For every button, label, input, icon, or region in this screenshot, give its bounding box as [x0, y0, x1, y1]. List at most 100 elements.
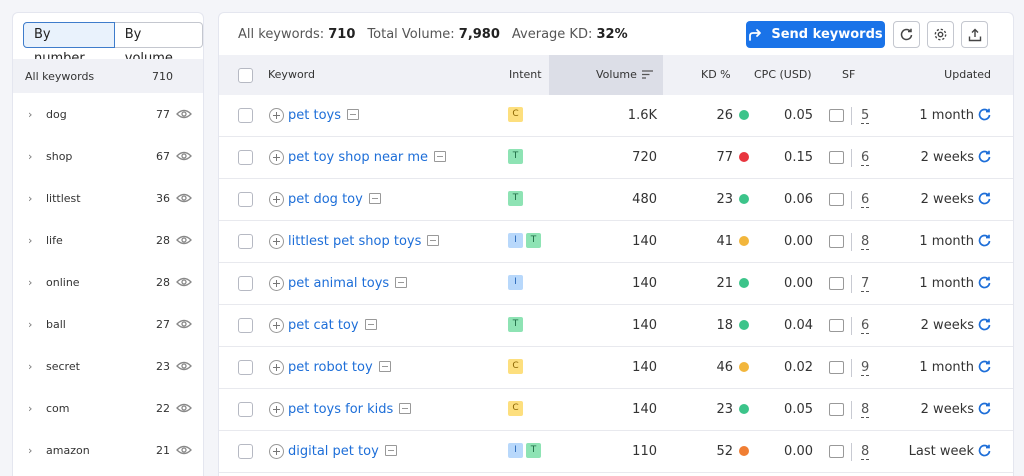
intent-badge: I: [508, 443, 523, 458]
cpc-value: 0.00: [784, 276, 813, 291]
add-to-list-icon[interactable]: [269, 192, 284, 207]
refresh-icon[interactable]: [978, 318, 991, 331]
refresh-icon[interactable]: [978, 360, 991, 373]
volume-value: 720: [632, 150, 657, 165]
group-item[interactable]: › secret 23: [13, 345, 203, 387]
keyword-link[interactable]: pet toy shop near me: [288, 150, 429, 165]
serp-features-icon: [829, 235, 844, 248]
serp-snapshot-icon[interactable]: [395, 277, 408, 288]
by-number-button[interactable]: By number: [23, 22, 115, 66]
total-volume-label: Total Volume:: [367, 27, 455, 42]
group-item[interactable]: › com 22: [13, 387, 203, 429]
add-to-list-icon[interactable]: [269, 276, 284, 291]
kd-column-header[interactable]: KD %: [701, 68, 731, 81]
group-item[interactable]: › amazon 21: [13, 429, 203, 471]
add-to-list-icon[interactable]: [269, 360, 284, 375]
serp-snapshot-icon[interactable]: [384, 445, 397, 456]
refresh-icon[interactable]: [978, 234, 991, 247]
eye-icon[interactable]: [176, 235, 192, 245]
row-checkbox[interactable]: [238, 108, 253, 123]
kd-difficulty-dot: [739, 151, 749, 162]
group-item[interactable]: › life 28: [13, 219, 203, 261]
export-button[interactable]: [961, 21, 988, 48]
serp-snapshot-icon[interactable]: [368, 193, 381, 204]
sf-count[interactable]: 8: [861, 444, 870, 460]
refresh-button[interactable]: [893, 21, 920, 48]
sf-count[interactable]: 8: [861, 234, 870, 250]
sf-count[interactable]: 6: [861, 318, 870, 334]
sf-count[interactable]: 6: [861, 150, 870, 166]
eye-icon[interactable]: [176, 319, 192, 329]
row-checkbox[interactable]: [238, 234, 253, 249]
serp-snapshot-icon[interactable]: [434, 151, 447, 162]
row-checkbox[interactable]: [238, 192, 253, 207]
cpc-value: 0.06: [784, 192, 813, 207]
row-checkbox[interactable]: [238, 276, 253, 291]
intent-cell: T: [508, 305, 526, 347]
all-keywords-group[interactable]: All keywords 710: [13, 59, 203, 93]
group-item[interactable]: › littlest 36: [13, 177, 203, 219]
keyword-link[interactable]: pet animal toys: [288, 276, 390, 291]
updated-column-header[interactable]: Updated: [944, 68, 991, 81]
keyword-link[interactable]: pet toys: [288, 108, 341, 123]
row-checkbox[interactable]: [238, 444, 253, 459]
add-to-list-icon[interactable]: [269, 318, 284, 333]
cpc-column-header[interactable]: CPC (USD): [754, 68, 812, 81]
row-checkbox[interactable]: [238, 402, 253, 417]
intent-badge: T: [526, 443, 541, 458]
group-word: shop: [46, 149, 73, 163]
row-checkbox[interactable]: [238, 318, 253, 333]
group-item[interactable]: › dog 77: [13, 93, 203, 135]
keyword-link[interactable]: littlest pet shop toys: [288, 234, 422, 249]
keyword-link[interactable]: pet toys for kids: [288, 402, 394, 417]
group-item[interactable]: › ball 27: [13, 303, 203, 345]
refresh-icon[interactable]: [978, 192, 991, 205]
row-checkbox[interactable]: [238, 360, 253, 375]
keyword-column-header[interactable]: Keyword: [268, 68, 315, 81]
add-to-list-icon[interactable]: [269, 444, 284, 459]
group-word: dog: [46, 107, 67, 121]
settings-button[interactable]: [927, 21, 954, 48]
keyword-link[interactable]: digital pet toy: [288, 444, 379, 459]
eye-icon[interactable]: [176, 193, 192, 203]
by-volume-button[interactable]: By volume: [114, 22, 203, 66]
refresh-icon[interactable]: [978, 276, 991, 289]
eye-icon[interactable]: [176, 361, 192, 371]
sf-count[interactable]: 8: [861, 402, 870, 418]
sf-count[interactable]: 7: [861, 276, 870, 292]
refresh-icon[interactable]: [978, 150, 991, 163]
keyword-link[interactable]: pet robot toy: [288, 360, 373, 375]
keyword-link[interactable]: pet cat toy: [288, 318, 359, 333]
row-checkbox[interactable]: [238, 150, 253, 165]
select-all-checkbox[interactable]: [238, 68, 253, 83]
eye-icon[interactable]: [176, 403, 192, 413]
eye-icon[interactable]: [176, 445, 192, 455]
serp-snapshot-icon[interactable]: [399, 403, 412, 414]
send-keywords-button[interactable]: Send keywords: [746, 21, 885, 48]
eye-icon[interactable]: [176, 151, 192, 161]
group-item[interactable]: › online 28: [13, 261, 203, 303]
serp-snapshot-icon[interactable]: [364, 319, 377, 330]
add-to-list-icon[interactable]: [269, 234, 284, 249]
eye-icon[interactable]: [176, 109, 192, 119]
sf-column-header[interactable]: SF: [842, 68, 856, 81]
add-to-list-icon[interactable]: [269, 402, 284, 417]
add-to-list-icon[interactable]: [269, 150, 284, 165]
refresh-icon[interactable]: [978, 444, 991, 457]
serp-snapshot-icon[interactable]: [347, 109, 359, 120]
keyword-link[interactable]: pet dog toy: [288, 192, 363, 207]
chevron-right-icon: ›: [28, 191, 33, 205]
serp-snapshot-icon[interactable]: [427, 235, 440, 246]
refresh-icon[interactable]: [978, 402, 991, 415]
volume-column-header[interactable]: Volume: [596, 68, 637, 81]
add-to-list-icon[interactable]: [269, 108, 284, 123]
eye-icon[interactable]: [176, 277, 192, 287]
sf-count[interactable]: 5: [861, 108, 870, 124]
sf-count[interactable]: 9: [861, 360, 870, 376]
group-item[interactable]: › shop 67: [13, 135, 203, 177]
refresh-icon[interactable]: [978, 108, 991, 121]
sf-count[interactable]: 6: [861, 192, 870, 208]
serp-snapshot-icon[interactable]: [378, 361, 391, 372]
total-volume-value: 7,980: [458, 27, 500, 42]
intent-column-header[interactable]: Intent: [509, 68, 542, 81]
